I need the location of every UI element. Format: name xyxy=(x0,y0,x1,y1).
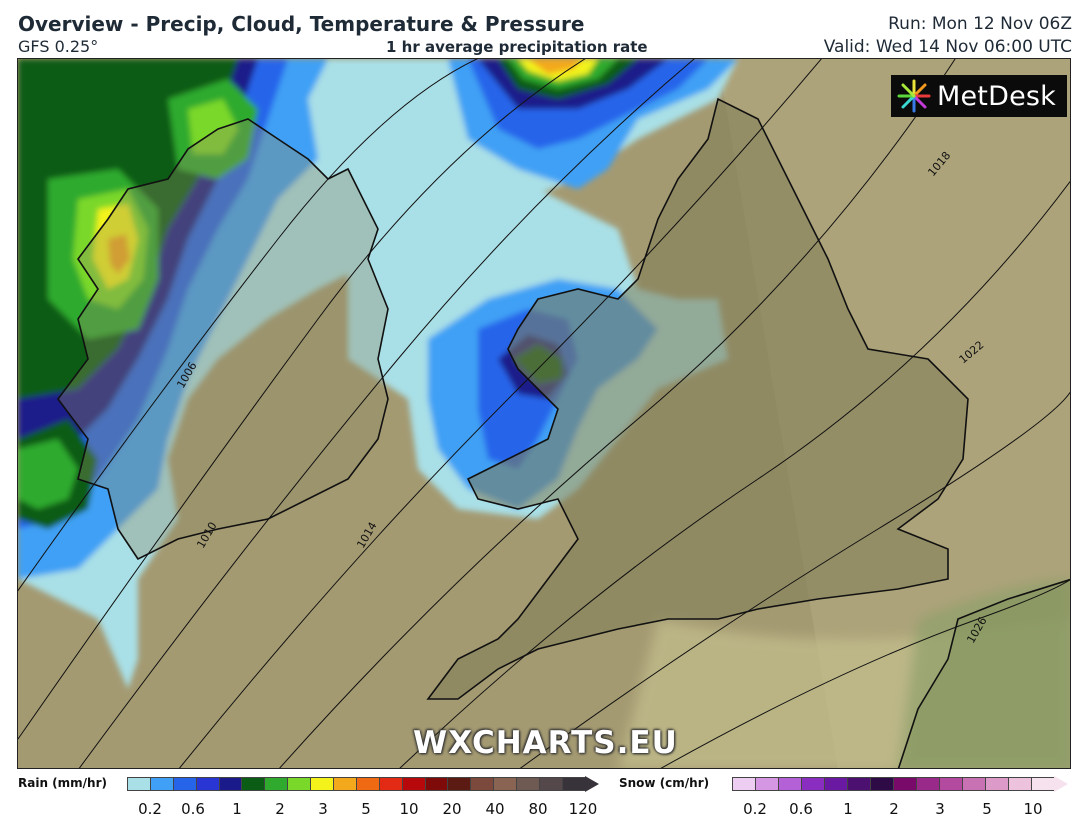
colorbar-swatch xyxy=(127,777,150,791)
colorbar-tick-label: 40 xyxy=(485,800,505,818)
colorbar-swatch xyxy=(195,777,219,791)
colorbar-swatch xyxy=(378,777,402,791)
colorbar-tick-label: 0.2 xyxy=(138,800,162,818)
colorbar-swatch xyxy=(401,777,425,791)
colorbar-tick-label: 5 xyxy=(361,800,371,818)
colorbar-swatch xyxy=(264,777,288,791)
colorbar-swatch xyxy=(916,777,939,791)
colorbar-tick-label: 2 xyxy=(275,800,285,818)
colorbar-swatch xyxy=(241,777,265,791)
wxcharts-watermark: WXCHARTS.EU xyxy=(413,725,678,761)
colorbar-tick-label: 0.6 xyxy=(181,800,205,818)
precip-field xyxy=(18,59,738,689)
colorbar-arrow xyxy=(584,776,599,792)
isobars xyxy=(18,59,1070,768)
colorbar-swatch xyxy=(539,777,562,791)
colorbar-tick-label: 2 xyxy=(889,800,899,818)
colorbar-swatch xyxy=(962,777,985,791)
colorbar-swatch xyxy=(470,777,494,791)
colorbar-tick-label: 20 xyxy=(442,800,462,818)
snow-colorbar xyxy=(732,776,1068,792)
colorbar-tick-label: 1 xyxy=(843,800,853,818)
run-time: Run: Mon 12 Nov 06Z xyxy=(888,14,1072,34)
chart-subtitle: 1 hr average precipitation rate xyxy=(386,38,648,56)
colorbar-swatch xyxy=(172,777,196,791)
colorbar-swatch xyxy=(1008,777,1031,791)
colorbar-swatch xyxy=(801,777,824,791)
colorbar-tick-label: 10 xyxy=(1023,800,1043,818)
colorbar-tick-label: 3 xyxy=(935,800,945,818)
colorbar-arrow xyxy=(1054,776,1068,792)
colorbar-swatch xyxy=(939,777,962,791)
weather-map[interactable]: 1006 1010 1014 1018 1022 1026 MetDesk WX… xyxy=(17,58,1071,769)
rain-colorbar xyxy=(127,776,599,792)
chart-title: Overview - Precip, Cloud, Temperature & … xyxy=(18,12,585,36)
colorbar-swatch xyxy=(516,777,540,791)
colorbar-swatch xyxy=(985,777,1008,791)
colorbar-tick-label: 120 xyxy=(568,800,598,818)
colorbar-swatch xyxy=(333,777,356,791)
rain-legend-label: Rain (mm/hr) xyxy=(18,776,107,790)
colorbar-swatch xyxy=(310,777,334,791)
colorbar-swatch xyxy=(493,777,517,791)
colorbar-swatch xyxy=(287,777,311,791)
colorbar-swatch xyxy=(561,777,585,791)
valid-time: Valid: Wed 14 Nov 06:00 UTC xyxy=(823,37,1072,57)
colorbar-tick-label: 0.2 xyxy=(743,800,767,818)
colorbar-tick-label: 10 xyxy=(399,800,419,818)
metdesk-logo: MetDesk xyxy=(891,75,1067,117)
colorbar-tick-label: 80 xyxy=(528,800,548,818)
snow-legend-label: Snow (cm/hr) xyxy=(619,776,710,790)
colorbar-swatch xyxy=(447,777,471,791)
colorbar-swatch xyxy=(1031,777,1054,791)
model-label: GFS 0.25° xyxy=(18,37,99,56)
colorbar-swatch xyxy=(732,777,755,791)
colorbar-swatch xyxy=(218,777,242,791)
map-canvas: 1006 1010 1014 1018 1022 1026 xyxy=(18,59,1070,768)
colorbar-swatch xyxy=(778,777,801,791)
metdesk-logo-text: MetDesk xyxy=(937,80,1056,112)
colorbar-swatch xyxy=(893,777,916,791)
colorbar-swatch xyxy=(870,777,893,791)
colorbar-tick-label: 3 xyxy=(318,800,328,818)
colorbar-swatch xyxy=(847,777,870,791)
colorbar-tick-label: 0.6 xyxy=(789,800,813,818)
colorbar-swatch xyxy=(424,777,448,791)
metdesk-burst-icon xyxy=(897,79,931,113)
colorbar-tick-label: 5 xyxy=(982,800,992,818)
colorbar-swatch xyxy=(755,777,778,791)
land-masses xyxy=(57,97,1070,768)
colorbar-swatch xyxy=(824,777,847,791)
colorbar-tick-label: 1 xyxy=(232,800,242,818)
colorbar-swatch xyxy=(149,777,173,791)
colorbar-swatch xyxy=(355,777,379,791)
